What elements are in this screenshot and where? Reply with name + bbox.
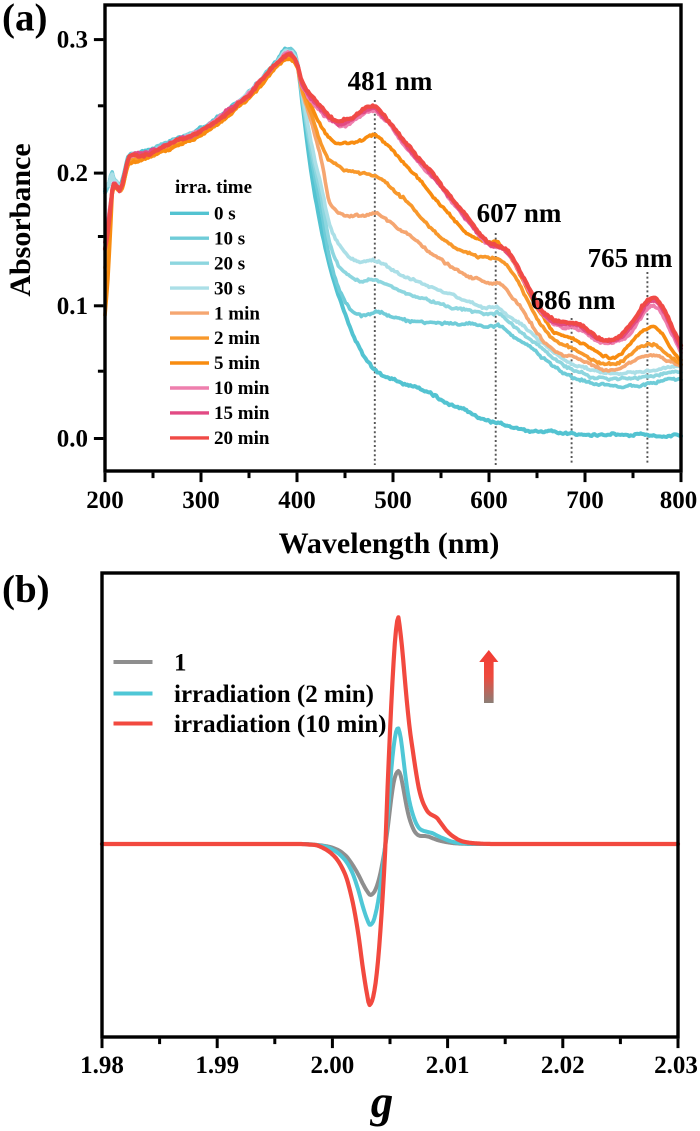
- svg-text:1.98: 1.98: [80, 1052, 124, 1079]
- svg-text:10 min: 10 min: [214, 378, 270, 399]
- svg-text:irra. time: irra. time: [175, 177, 252, 198]
- svg-text:2.01: 2.01: [426, 1052, 470, 1079]
- svg-text:0.0: 0.0: [57, 426, 88, 453]
- svg-text:1 min: 1 min: [214, 303, 260, 324]
- svg-text:0.1: 0.1: [57, 293, 88, 320]
- svg-text:10 s: 10 s: [214, 228, 245, 249]
- svg-text:2.02: 2.02: [541, 1052, 585, 1079]
- svg-text:700: 700: [566, 487, 604, 514]
- svg-text:2.03: 2.03: [654, 1052, 698, 1079]
- svg-text:5 min: 5 min: [214, 353, 260, 374]
- svg-text:481 nm: 481 nm: [348, 66, 433, 96]
- svg-text:400: 400: [278, 487, 316, 514]
- svg-text:1.99: 1.99: [195, 1052, 239, 1079]
- svg-text:686 nm: 686 nm: [531, 285, 616, 315]
- svg-text:irradiation (10 min): irradiation (10 min): [174, 711, 387, 738]
- svg-text:irradiation (2 min): irradiation (2 min): [174, 681, 374, 708]
- svg-text:600: 600: [470, 487, 508, 514]
- svg-text:20 s: 20 s: [214, 253, 245, 274]
- svg-text:1: 1: [174, 650, 187, 677]
- svg-text:0.2: 0.2: [57, 160, 88, 187]
- svg-text:Wavelength (nm): Wavelength (nm): [279, 527, 500, 560]
- svg-text:15 min: 15 min: [214, 403, 270, 424]
- svg-text:800: 800: [660, 487, 698, 514]
- svg-text:0 s: 0 s: [214, 204, 236, 225]
- svg-text:2 min: 2 min: [214, 328, 260, 349]
- svg-text:2.00: 2.00: [311, 1052, 355, 1079]
- svg-text:500: 500: [374, 487, 412, 514]
- svg-text:0.3: 0.3: [57, 27, 88, 54]
- svg-text:30 s: 30 s: [214, 278, 245, 299]
- svg-text:Absorbance: Absorbance: [4, 143, 37, 296]
- svg-text:300: 300: [182, 487, 220, 514]
- svg-text:765 nm: 765 nm: [588, 243, 673, 273]
- svg-text:20 min: 20 min: [214, 428, 270, 449]
- svg-text:(a): (a): [2, 0, 47, 40]
- svg-text:607 nm: 607 nm: [477, 198, 562, 228]
- svg-text:g: g: [370, 1077, 394, 1127]
- svg-text:200: 200: [86, 487, 124, 514]
- svg-text:(b): (b): [2, 568, 50, 611]
